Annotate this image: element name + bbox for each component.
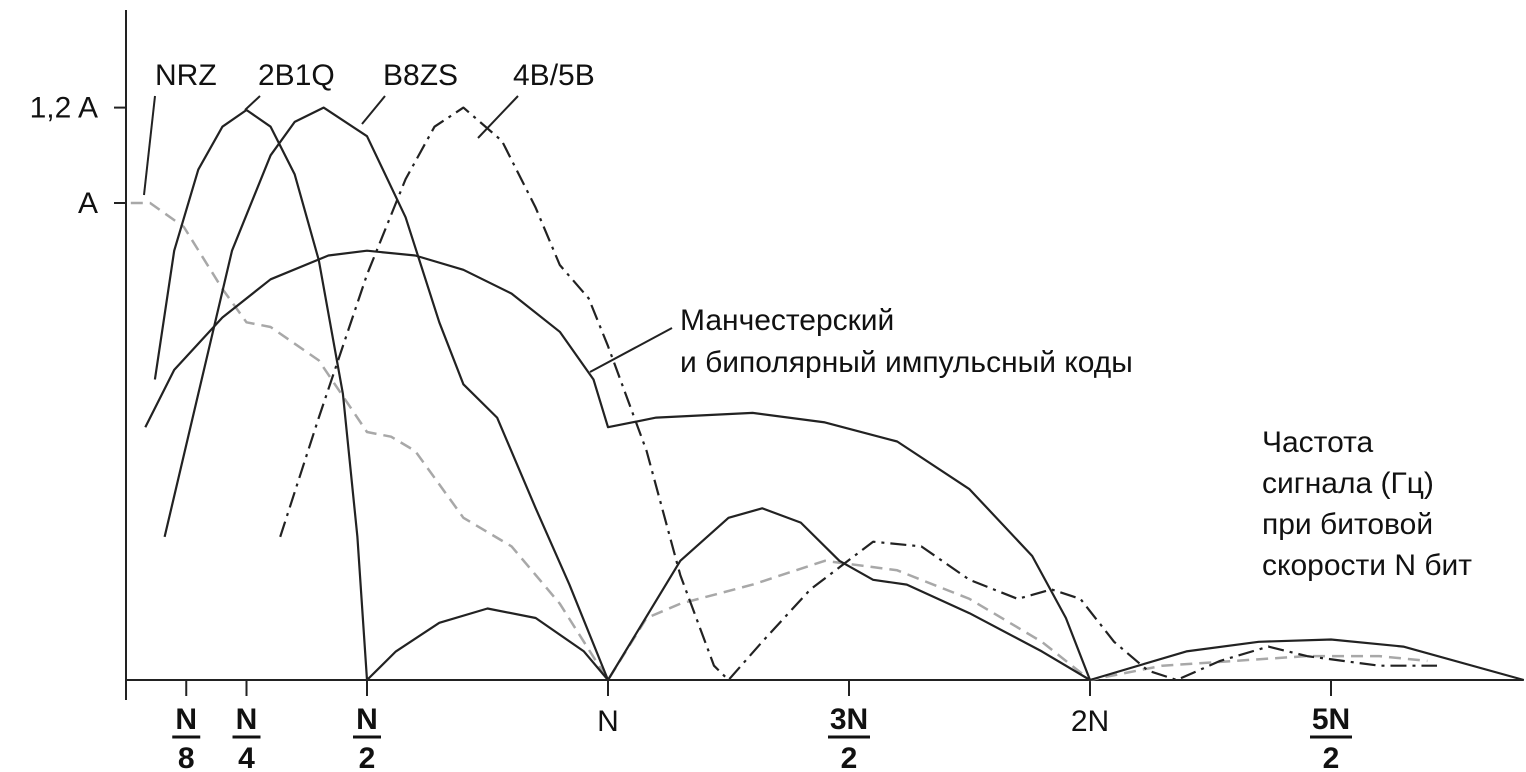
series-label-1: 2B1Q — [258, 59, 335, 92]
series-line-1 — [153, 108, 609, 682]
leader-line-1 — [244, 95, 261, 111]
x-tick-num-0: N — [175, 703, 197, 736]
label-leaders — [143, 95, 673, 373]
leader-line-0 — [143, 95, 156, 196]
x-axis-caption-line-0: Частота — [1262, 426, 1374, 459]
series-label-2: B8ZS — [383, 59, 458, 92]
axes — [114, 10, 1524, 700]
x-tick-den-4: 2 — [841, 742, 858, 772]
x-tick-label-3: N — [597, 705, 619, 738]
series-label-3: 4B/5B — [513, 59, 595, 92]
x-tick-den-6: 2 — [1323, 742, 1340, 772]
leader-line-2 — [361, 95, 386, 125]
series-label-0: NRZ — [155, 59, 217, 92]
series-line-0 — [130, 201, 1428, 682]
x-tick-num-1: N — [236, 703, 258, 736]
x-tick-num-2: N — [356, 703, 378, 736]
x-tick-den-1: 4 — [238, 742, 255, 772]
x-axis-caption-line-3: скорости N бит — [1262, 549, 1472, 582]
x-tick-num-4: 3N — [830, 703, 868, 736]
series-label-4-line-0: Манчестерский — [680, 304, 894, 337]
y-tick-label-0: 1,2 A — [30, 92, 98, 125]
leader-line-3 — [477, 95, 519, 139]
x-tick-den-0: 8 — [178, 742, 195, 772]
series-layer — [130, 106, 1525, 682]
x-tick-label-5: 2N — [1071, 705, 1109, 738]
x-tick-den-2: 2 — [359, 742, 376, 772]
x-tick-num-6: 5N — [1312, 703, 1350, 736]
y-tick-label-1: A — [78, 187, 98, 220]
leader-line-4 — [589, 327, 673, 373]
series-line-4 — [144, 249, 1092, 681]
series-label-4-line-1: и биполярный импульсный коды — [680, 346, 1133, 379]
series-line-2 — [163, 106, 1525, 682]
series-line-3 — [279, 106, 1437, 682]
x-axis-caption-line-2: при битовой — [1262, 508, 1433, 541]
x-axis-caption-line-1: сигнала (Гц) — [1262, 467, 1434, 500]
